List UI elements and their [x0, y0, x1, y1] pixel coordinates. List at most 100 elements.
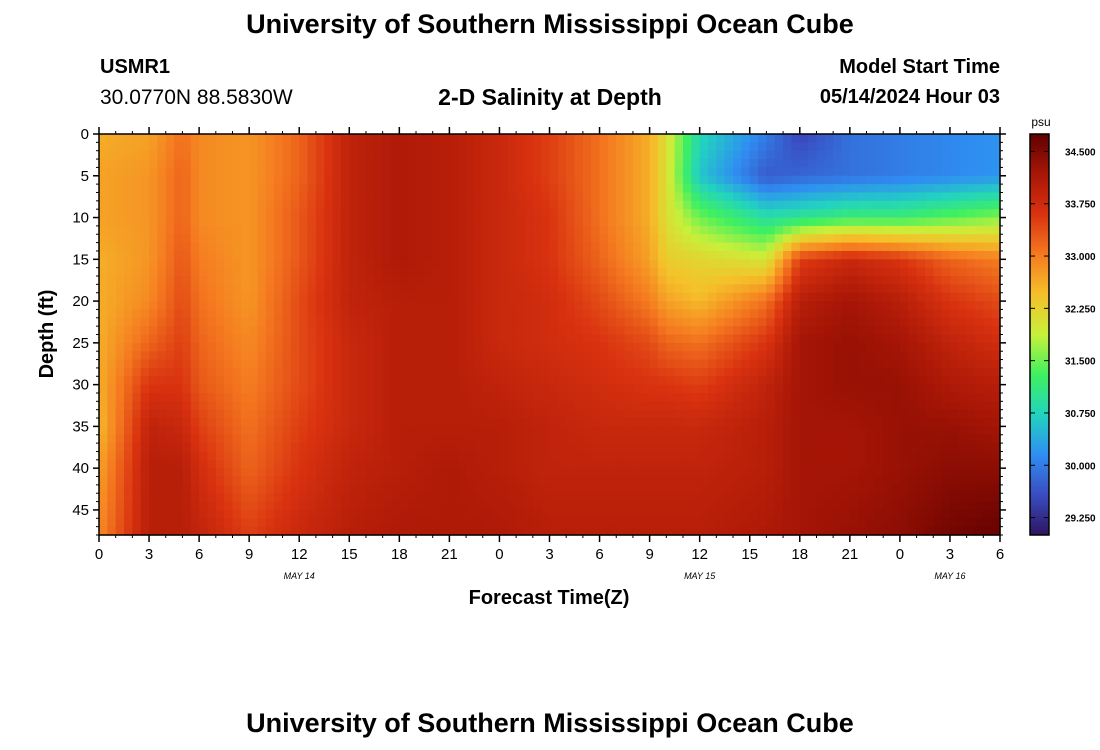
heatmap-cell	[416, 392, 425, 402]
heatmap-cell	[541, 267, 551, 277]
heatmap-cell	[124, 443, 133, 453]
heatmap-cell	[708, 443, 717, 453]
heatmap-cell	[365, 526, 375, 536]
heatmap-cell	[282, 250, 292, 260]
heatmap-cell	[374, 326, 384, 336]
heatmap-cell	[808, 459, 818, 469]
heatmap-cell	[582, 426, 592, 436]
heatmap-cell	[874, 526, 884, 536]
heatmap-cell	[516, 217, 526, 227]
heatmap-cell	[107, 484, 117, 494]
heatmap-cell	[883, 493, 893, 503]
heatmap-cell	[399, 376, 409, 386]
heatmap-cell	[190, 276, 200, 285]
heatmap-cell	[824, 184, 834, 194]
heatmap-cell	[691, 526, 701, 536]
heatmap-cell	[349, 292, 359, 302]
heatmap-cell	[541, 351, 551, 361]
heatmap-cell	[332, 476, 342, 486]
heatmap-cell	[399, 159, 409, 169]
heatmap-cell	[99, 434, 108, 444]
heatmap-cell	[174, 167, 184, 177]
heatmap-cell	[174, 359, 184, 369]
heatmap-cell	[858, 493, 868, 503]
heatmap-cell	[165, 501, 175, 511]
heatmap-cell	[165, 342, 175, 352]
heatmap-cell	[407, 284, 417, 294]
heatmap-cell	[783, 276, 793, 285]
heatmap-cell	[449, 276, 459, 285]
heatmap-cell	[716, 484, 726, 494]
heatmap-cell	[599, 301, 609, 311]
heatmap-cell	[783, 526, 793, 536]
heatmap-cell	[240, 259, 250, 269]
heatmap-cell	[916, 209, 926, 219]
heatmap-cell	[215, 351, 225, 361]
heatmap-cell	[591, 418, 601, 427]
heatmap-cell	[616, 259, 626, 269]
heatmap-cell	[691, 301, 701, 311]
heatmap-cell	[749, 267, 759, 277]
heatmap-cell	[849, 142, 859, 152]
heatmap-cell	[883, 401, 893, 411]
heatmap-cell	[641, 317, 651, 327]
heatmap-cell	[783, 418, 793, 427]
heatmap-cell	[883, 317, 893, 327]
heatmap-cell	[607, 134, 617, 143]
heatmap-cell	[641, 359, 651, 369]
heatmap-cell	[941, 518, 951, 528]
heatmap-cell	[899, 250, 909, 260]
heatmap-cell	[174, 459, 184, 469]
heatmap-cell	[215, 184, 225, 194]
heatmap-cell	[124, 426, 133, 436]
heatmap-cell	[799, 317, 809, 327]
heatmap-cell	[165, 468, 175, 478]
heatmap-cell	[190, 217, 200, 227]
heatmap-cell	[132, 159, 142, 169]
heatmap-cell	[624, 434, 634, 444]
heatmap-cell	[466, 292, 476, 302]
heatmap-cell	[315, 326, 325, 336]
heatmap-cell	[758, 443, 767, 453]
heatmap-cell	[215, 409, 225, 419]
heatmap-cell	[174, 142, 184, 152]
heatmap-cell	[165, 284, 175, 294]
heatmap-cell	[140, 309, 150, 319]
heatmap-cell	[457, 150, 467, 160]
heatmap-cell	[733, 518, 742, 528]
heatmap-cell	[499, 484, 509, 494]
heatmap-cell	[491, 392, 501, 402]
heatmap-cell	[924, 426, 934, 436]
heatmap-cell	[891, 192, 901, 202]
heatmap-cell	[282, 192, 292, 202]
heatmap-cell	[749, 367, 759, 377]
heatmap-cell	[532, 217, 542, 227]
heatmap-cell	[891, 250, 901, 260]
heatmap-cell	[265, 468, 275, 478]
heatmap-cell	[215, 200, 225, 210]
heatmap-cell	[791, 301, 801, 311]
heatmap-cell	[132, 476, 142, 486]
heatmap-cell	[365, 200, 375, 210]
heatmap-cell	[524, 326, 534, 336]
heatmap-cell	[791, 267, 801, 277]
heatmap-cell	[457, 443, 467, 453]
heatmap-cell	[674, 367, 684, 377]
heatmap-cell	[708, 284, 717, 294]
heatmap-cell	[474, 284, 484, 294]
heatmap-cell	[374, 234, 384, 244]
heatmap-cell	[816, 301, 826, 311]
heatmap-cell	[891, 359, 901, 369]
heatmap-cell	[958, 367, 968, 377]
heatmap-cell	[874, 459, 884, 469]
heatmap-cell	[566, 351, 576, 361]
heatmap-cell	[182, 284, 192, 294]
heatmap-cell	[524, 476, 534, 486]
heatmap-cell	[691, 451, 701, 461]
heatmap-cell	[115, 184, 125, 194]
heatmap-cell	[632, 501, 642, 511]
heatmap-cell	[632, 376, 642, 386]
heatmap-cell	[199, 234, 209, 244]
heatmap-cell	[716, 501, 726, 511]
heatmap-cell	[457, 526, 467, 536]
